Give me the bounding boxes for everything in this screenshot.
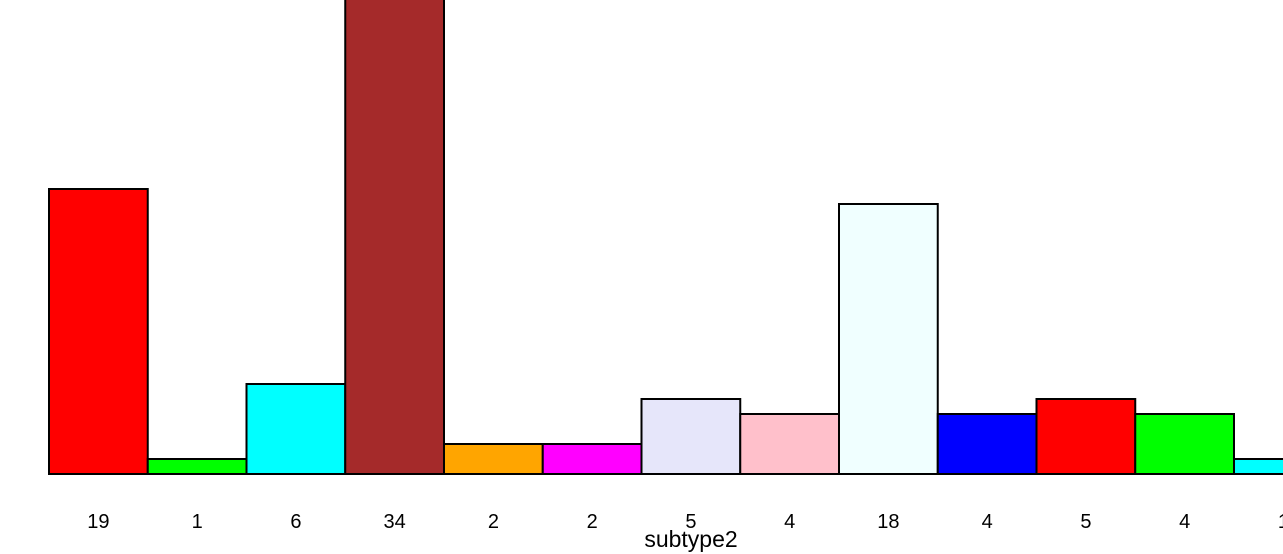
x-axis-title: subtype2 [644,526,737,552]
bar-6 [541,443,643,475]
bar-7 [640,398,742,475]
bar-3 [245,383,347,475]
x-tick-label-10: 4 [982,511,993,533]
x-tick-label-11: 5 [1080,511,1091,533]
x-tick-label-4: 34 [384,511,406,533]
bar-5 [443,443,544,475]
bar-1 [48,188,149,475]
bar-4 [344,0,445,475]
bar-11 [1035,398,1137,475]
x-tick-label-13: 1 [1278,511,1283,533]
x-tick-label-5: 2 [488,511,499,533]
tick-labels-group: 19 1 6 34 2 2 5 4 18 4 5 4 1 [87,511,1283,533]
bar-10 [936,413,1038,475]
x-tick-label-7: 5 [685,511,696,533]
x-tick-label-9: 18 [877,511,899,533]
bar-12 [1134,413,1235,475]
bar-9 [838,203,939,475]
x-tick-label-2: 1 [192,511,203,533]
x-tick-label-8: 4 [784,511,795,533]
x-tick-label-12: 4 [1179,511,1190,533]
x-tick-label-3: 6 [290,511,301,533]
x-tick-label-1: 19 [87,511,109,533]
bar-13 [1233,458,1283,475]
bar-2 [146,458,248,475]
bars-group [48,0,1283,475]
x-tick-label-6: 2 [587,511,598,533]
bar-8 [739,413,840,475]
